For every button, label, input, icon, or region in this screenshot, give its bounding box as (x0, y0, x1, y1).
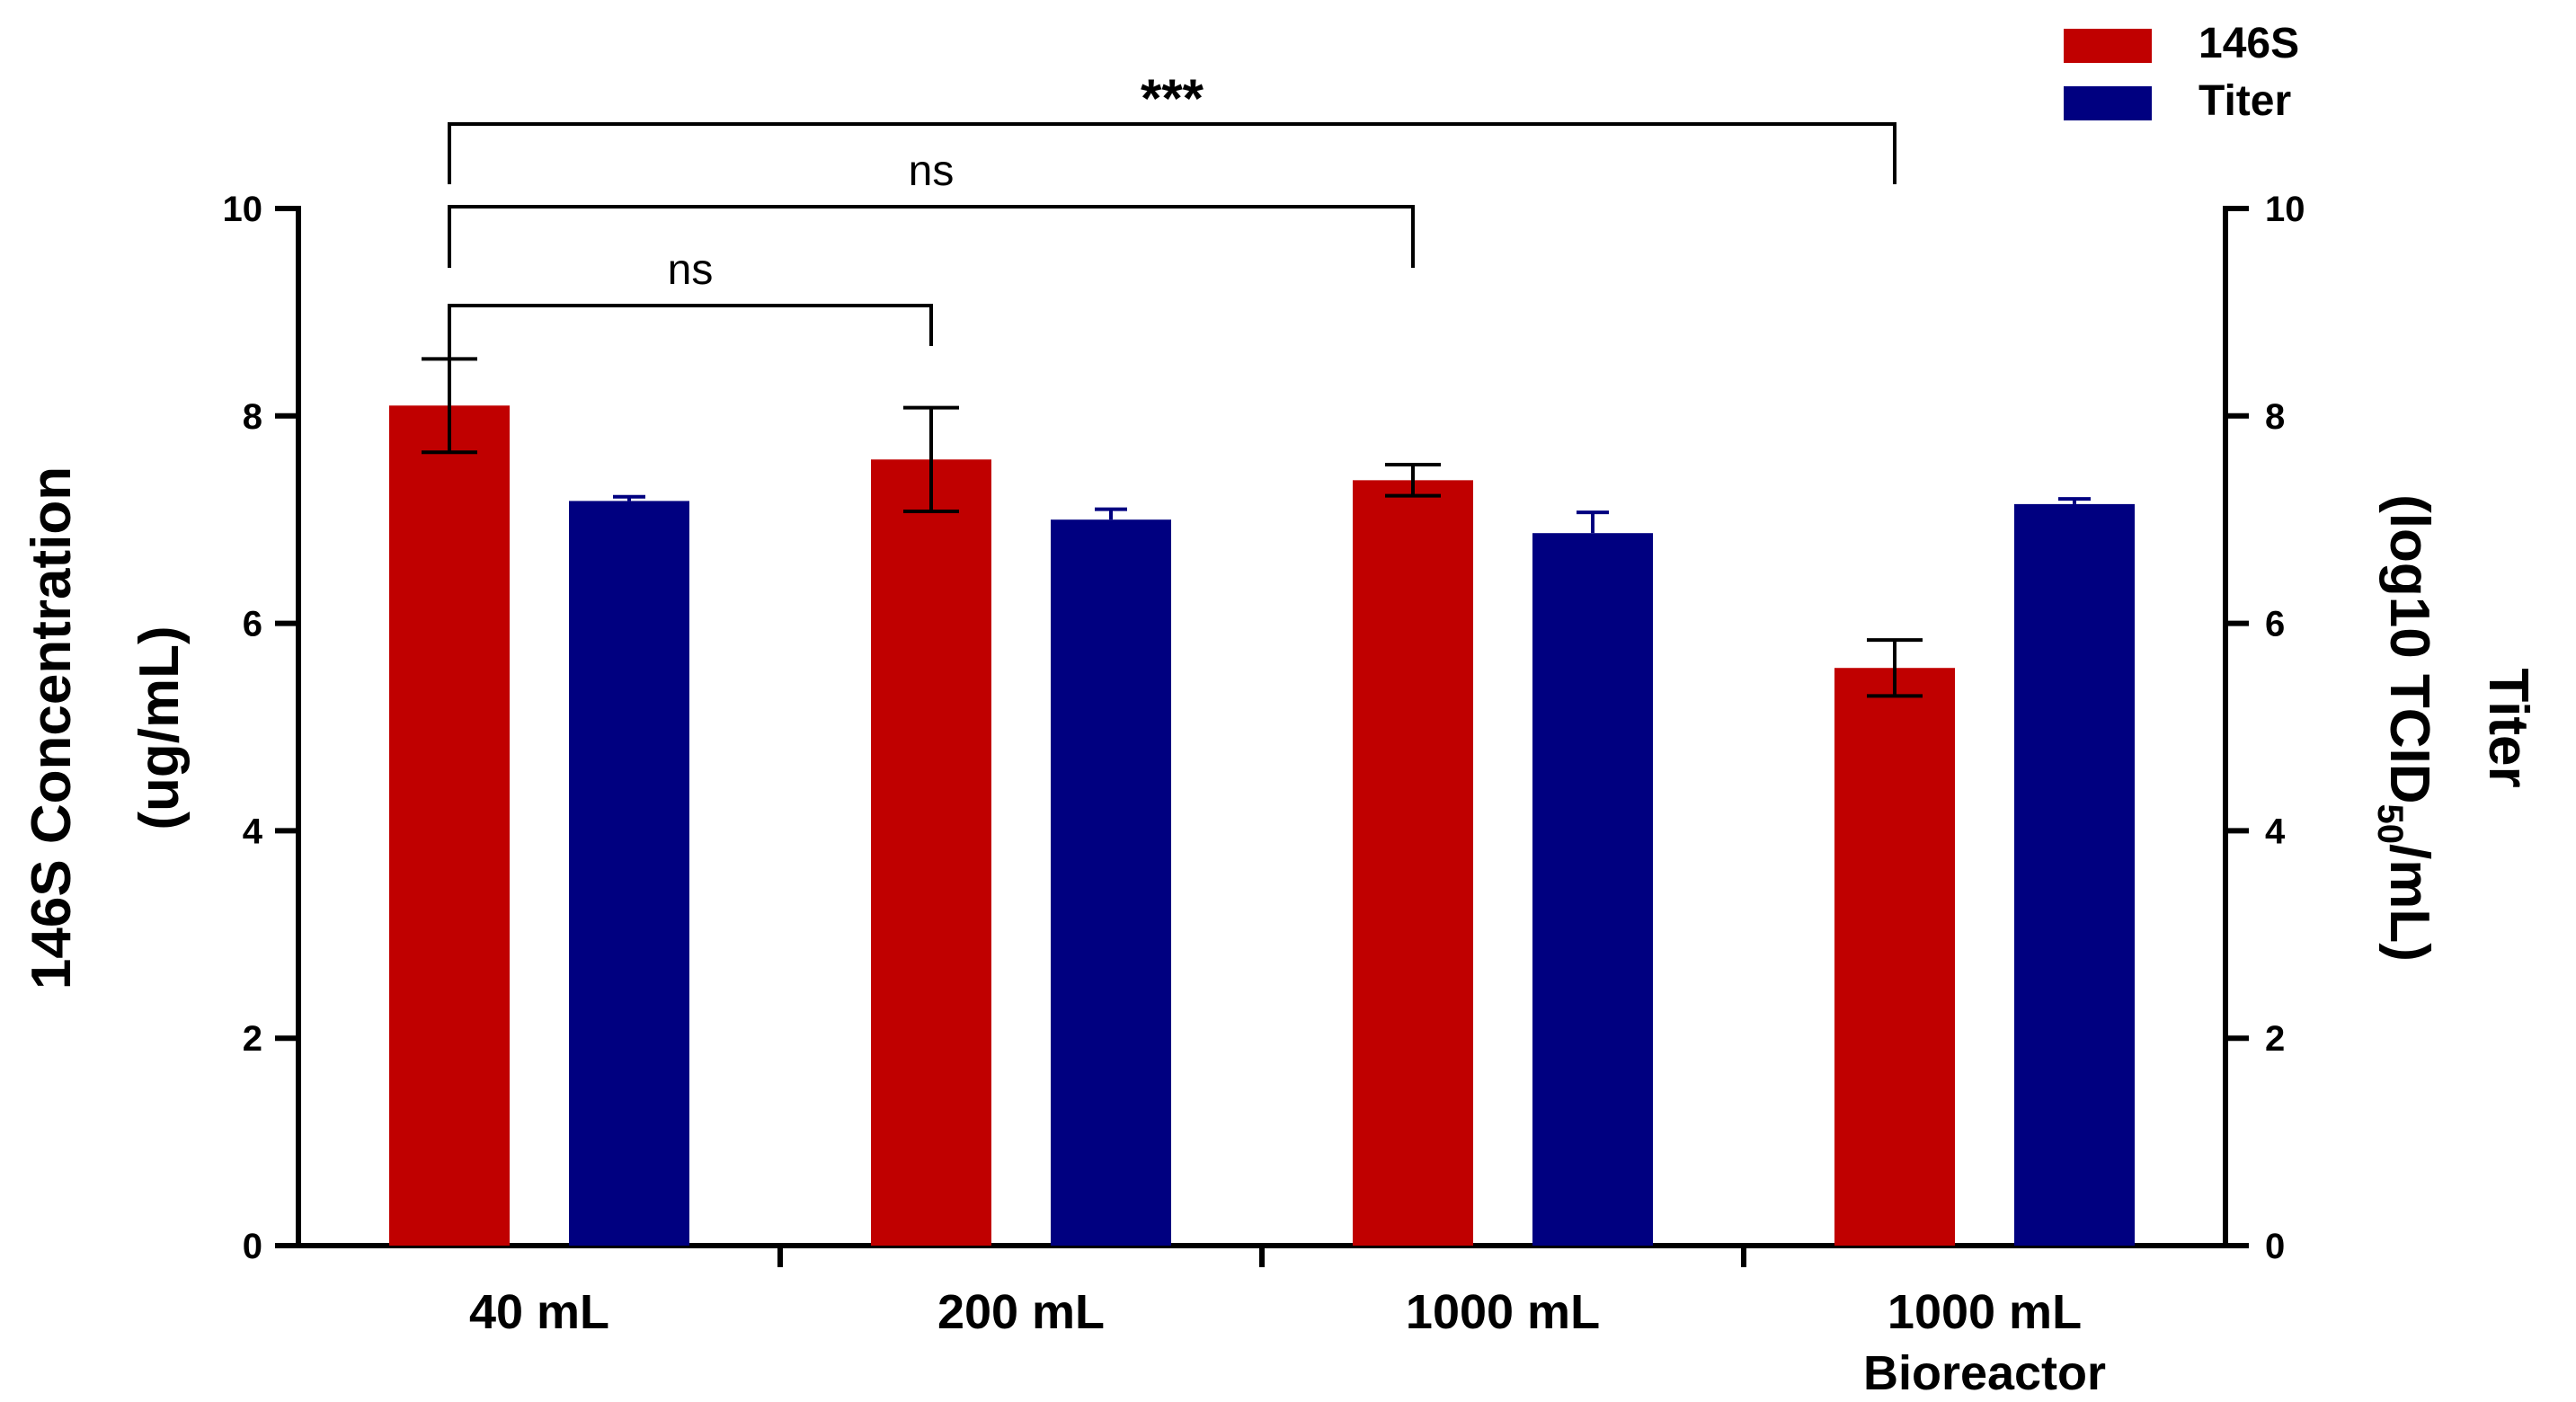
legend: 146S Titer (2064, 20, 2299, 125)
bar-146s-1 (871, 459, 991, 1246)
axis-labels: 40 mL 200 mL 1000 mL 1000 mL Bioreactor 146S … (21, 466, 2539, 1400)
x-category-label: 1000 mL (1888, 1285, 2082, 1339)
significance-label: *** (1141, 68, 1204, 129)
bar-titer-3 (2014, 503, 2135, 1246)
legend-label-146s: 146S (2198, 20, 2299, 67)
y-left-tick-label: 2 (243, 1019, 262, 1059)
x-category-label: 200 mL (937, 1285, 1105, 1339)
y-right-title-prefix: (log10 TCID (2378, 494, 2440, 803)
x-category-label: 40 mL (469, 1285, 609, 1339)
x-category-label-line2: Bioreactor (1863, 1346, 2106, 1400)
y-right-tick-label: 4 (2265, 812, 2286, 851)
bar-titer-0 (569, 501, 689, 1246)
bars (389, 405, 2135, 1246)
significance-brackets: ns ns *** (448, 68, 1896, 361)
significance-label: ns (909, 147, 955, 195)
significance-bracket (448, 304, 933, 361)
bar-146s-3 (1834, 668, 1955, 1246)
y-left-tick-label: 4 (243, 812, 263, 851)
significance-bracket (448, 205, 1415, 268)
significance-label: ns (668, 246, 714, 294)
axes: 0 2 4 6 8 10 0 2 4 6 8 10 (223, 190, 2305, 1267)
y-right-tick-label: 6 (2265, 605, 2285, 644)
legend-label-titer: Titer (2198, 77, 2291, 125)
y-left-tick-label: 6 (243, 605, 262, 644)
legend-swatch-titer (2064, 86, 2152, 120)
legend-swatch-146s (2064, 29, 2152, 63)
bar-146s-0 (389, 405, 510, 1246)
y-right-tick-label: 8 (2265, 397, 2285, 437)
y-right-tick-label: 0 (2265, 1227, 2285, 1266)
x-category-label: 1000 mL (1406, 1285, 1600, 1339)
y-right-title-subscript: 50 (2370, 804, 2410, 845)
y-left-axis-title-units: (ug/mL) (129, 626, 191, 830)
y-right-title-suffix: /mL) (2378, 844, 2440, 962)
bar-titer-1 (1051, 519, 1171, 1246)
significance-bracket (448, 122, 1896, 184)
y-left-axis-title: 146S Concentration (21, 466, 83, 989)
y-right-axis-title: Titer (2477, 668, 2539, 787)
error-bars (422, 357, 2091, 698)
y-right-tick-label: 2 (2265, 1019, 2285, 1059)
bar-146s-2 (1353, 480, 1473, 1246)
y-left-tick-label: 8 (243, 397, 262, 437)
y-left-tick-label: 10 (223, 190, 263, 229)
bar-titer-2 (1532, 533, 1653, 1246)
y-left-tick-label: 0 (243, 1227, 262, 1266)
y-right-tick-label: 10 (2265, 190, 2305, 229)
y-right-axis-title-units: (log10 TCID50/mL) (2370, 494, 2440, 962)
